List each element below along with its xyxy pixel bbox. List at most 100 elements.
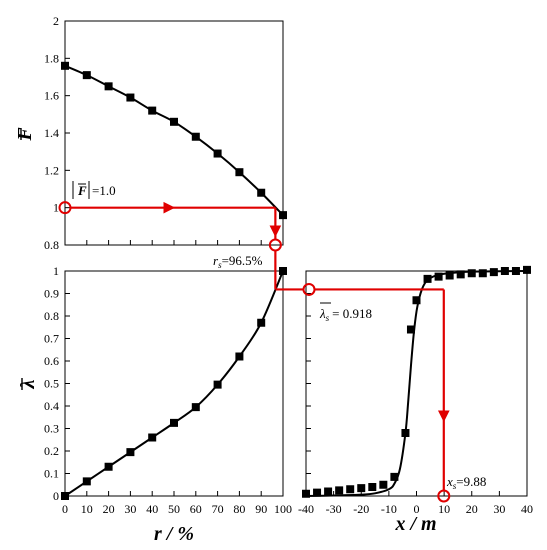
top-data-marker (257, 188, 266, 197)
top-data-marker (126, 93, 135, 102)
bottom-left-xtick-label: 0 (62, 502, 68, 516)
bottom-right-data-marker (511, 267, 520, 275)
bottom-right-data-marker (456, 270, 465, 279)
arrow-down-head (269, 225, 282, 238)
svg-text:rs=96.5%: rs=96.5% (213, 253, 263, 270)
bottom-left-data-marker (61, 492, 69, 500)
bottom-right-data-marker (412, 296, 421, 305)
bottom-right-data-marker (357, 484, 366, 493)
bottom-right-xtick-label: -30 (326, 502, 342, 516)
bottom-right-xtick-label: -10 (381, 502, 397, 516)
bottom-right-data-marker (489, 268, 498, 277)
bottom-left-ytick-label: 0.2 (44, 444, 59, 458)
bottom-right-data-marker (500, 267, 509, 275)
bottom-left-data-marker (213, 380, 222, 389)
top-panel-frame (64, 20, 284, 246)
top-data-marker (213, 149, 222, 158)
bottom-right-xtick-label: 30 (493, 502, 505, 516)
bottom-right-panel-frame (305, 270, 528, 497)
bottom-right-xtick-label: 20 (466, 502, 478, 516)
bottom-left-fit-line (64, 270, 284, 497)
xs-annotation: xs=9.88 (446, 474, 486, 491)
bottom-right-xtick-label: -40 (298, 502, 314, 516)
lambda-s-annotation: λs = 0.918 (319, 302, 372, 323)
bottom-right-data-marker (406, 325, 415, 334)
bottom-left-ytick-label: 0.4 (44, 399, 59, 413)
svg-text:λs= 0.918: λs = 0.918 (319, 306, 372, 323)
bottom-right-data-marker (478, 269, 487, 278)
bottom-left-ytick-label: 1 (53, 264, 59, 278)
bottom-right-xtick-label: -20 (353, 502, 369, 516)
bottom-left-xtick-label: 90 (255, 502, 267, 516)
top-ytick-label: 1 (53, 201, 59, 215)
svg-text:xs=9.88: xs=9.88 (446, 474, 486, 491)
top-markers (61, 61, 287, 220)
bottom-left-xtick-label: 40 (146, 502, 158, 516)
bottom-left-ytick-label: 0.8 (44, 309, 59, 323)
bottom-right-data-marker (445, 271, 454, 280)
bottom-left-ytick-label: 0.3 (44, 422, 59, 436)
rs-annotation: rs=96.5% (213, 253, 263, 270)
bottom-right-data-marker (401, 429, 410, 437)
svg-text:λ: λ (17, 379, 39, 389)
bottom-left-xtick-label: 30 (124, 502, 136, 516)
bottom-right-data-marker (467, 269, 476, 278)
bottom-left-data-marker (148, 433, 157, 442)
bottom-right-xtick-label: 0 (414, 502, 420, 516)
bottom-left-data-marker (191, 403, 200, 412)
bottom-right-data-marker (346, 485, 355, 494)
bottom-left-ytick-label: 0.7 (44, 332, 59, 346)
top-ytick-label: 2 (53, 14, 59, 28)
bottom-left-data-marker (82, 477, 91, 486)
bottom-left-ytick-label: 0.9 (44, 287, 59, 301)
bottom-left-data-marker (104, 462, 113, 471)
top-ytick-label: 1.6 (44, 89, 59, 103)
bottom-left-xlabel: r / % (154, 523, 194, 545)
top-ytick-label: 1.8 (44, 51, 59, 65)
top-data-marker (148, 106, 157, 115)
bottom-left-data-marker (257, 318, 266, 327)
bottom-left-data-marker (279, 267, 287, 275)
bottom-right-data-marker (302, 489, 310, 498)
top-ytick-label: 0.8 (44, 238, 59, 252)
bottom-right-data-marker (434, 272, 443, 281)
top-data-marker (82, 71, 91, 80)
bottom-left-xtick-label: 60 (190, 502, 202, 516)
bottom-left-ytick-label: 0 (53, 489, 59, 503)
bottom-ylabel: λ (17, 378, 39, 390)
bottom-right-data-marker (324, 487, 333, 496)
bottom-right-data-marker (368, 483, 377, 491)
bottom-left-ytick-label: 0.5 (44, 377, 59, 391)
top-data-marker (191, 132, 200, 141)
bottom-left-xtick-label: 80 (233, 502, 245, 516)
bottom-left-xtick-label: 50 (168, 502, 180, 516)
bottom-right-data-marker (390, 472, 399, 481)
f-annotation: F =1.0 (72, 181, 116, 199)
rs-circle (268, 238, 282, 252)
bottom-right-xtick-label: 40 (521, 502, 533, 516)
bottom-left-data-marker (126, 448, 135, 457)
top-data-marker (279, 211, 287, 220)
bottom-left-panel-frame (64, 270, 284, 497)
bottom-right-data-marker (335, 486, 344, 495)
bottom-left-ytick-label: 0.6 (44, 354, 59, 368)
arrow-xs-head (437, 410, 450, 423)
bottom-right-xlabel: x / m (394, 513, 436, 535)
bottom-right-data-marker (523, 265, 531, 274)
bottom-right-ticks: -40 -30 -20 -10 0 10 20 30 40 (298, 270, 533, 516)
top-ylabel: F (14, 127, 36, 142)
top-data-marker (170, 117, 178, 126)
bottom-left-ytick-label: 0.1 (44, 467, 59, 481)
top-ytick-label: 1.2 (44, 163, 59, 177)
top-data-marker (61, 61, 69, 70)
top-ticks: 0.8 1 1.2 1.4 1.6 1.8 2 (44, 14, 284, 252)
arrow-right-head (163, 201, 176, 214)
bottom-right-data-marker (423, 274, 432, 283)
svg-text:F: F (14, 127, 36, 142)
bottom-left-xtick-label: 70 (212, 502, 224, 516)
xs-circle (437, 489, 451, 503)
svg-text:=1.0: =1.0 (92, 183, 116, 198)
bottom-right-markers (302, 265, 531, 498)
bottom-right-xtick-label: 10 (438, 502, 450, 516)
